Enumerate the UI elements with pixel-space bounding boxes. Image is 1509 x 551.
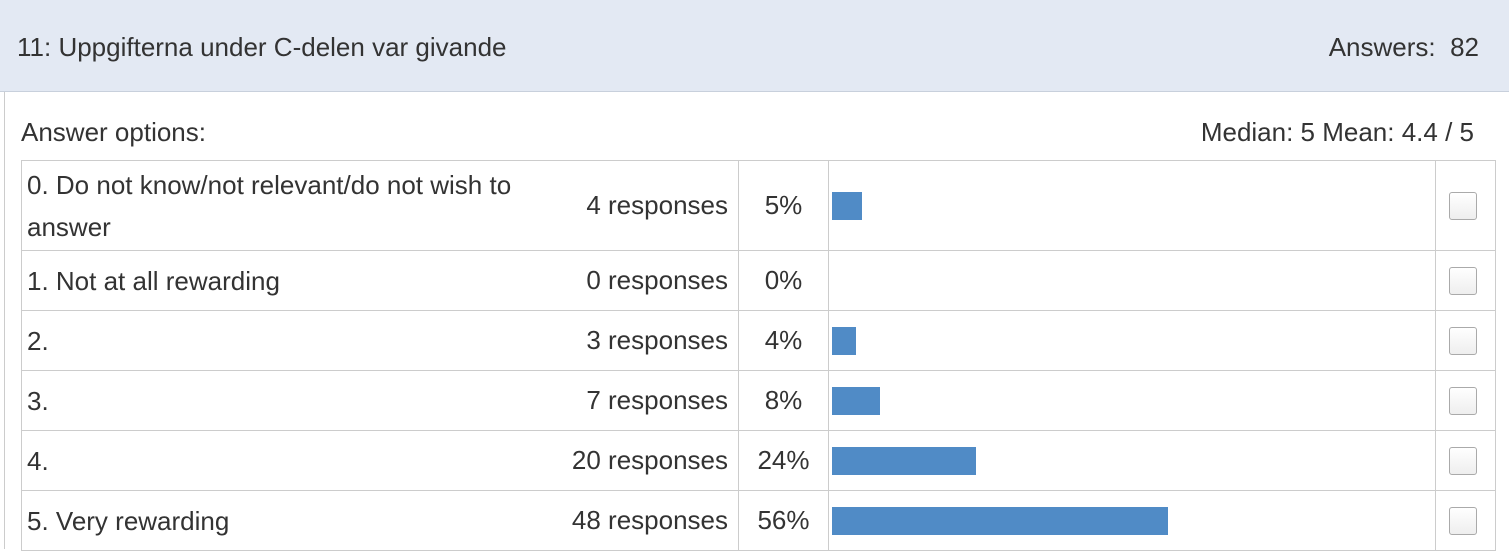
option-wrap: 2. 3 responses [22,320,738,362]
option-cell: 2. 3 responses [21,310,739,371]
option-label: 0. Do not know/not relevant/do not wish … [27,169,512,242]
checkbox-cell [1435,430,1496,491]
response-count: 0 responses [586,265,728,295]
checkbox[interactable] [1449,191,1477,220]
percent: 4% [764,325,803,355]
bar [832,191,862,220]
percent: 5% [764,190,803,220]
checkbox[interactable] [1449,386,1477,415]
percent-cell: 0% [738,250,829,311]
checkbox-cell [1435,160,1496,251]
answers-label: Answers: [1328,32,1436,62]
option-wrap: 1. Not at all rewarding 0 responses [22,260,738,302]
options-label: Answer options: [21,117,206,147]
option-label: 3. [27,385,49,416]
question-header: 11: Uppgifterna under C-delen var givand… [0,0,1509,92]
percent: 24% [757,445,810,475]
bar [832,326,856,355]
option-label: 4. [27,445,49,476]
results-table: 0. Do not know/not relevant/do not wish … [21,160,1496,551]
result-row: 1. Not at all rewarding 0 responses 0% [21,250,1496,311]
bar-cell [828,160,1436,251]
checkbox-cell [1435,310,1496,371]
bar-cell [828,310,1436,371]
checkbox[interactable] [1449,506,1477,535]
percent-cell: 24% [738,430,829,491]
percent: 56% [757,505,810,535]
result-row: 0. Do not know/not relevant/do not wish … [21,160,1496,251]
checkbox[interactable] [1449,266,1477,295]
answers-count: 82 [1450,32,1479,62]
option-cell: 3. 7 responses [21,370,739,431]
result-row: 2. 3 responses 4% [21,310,1496,371]
response-count: 7 responses [586,385,728,415]
checkbox-cell [1435,250,1496,311]
option-label: 2. [27,325,49,356]
bar-cell [828,250,1436,311]
checkbox-cell [1435,370,1496,431]
option-wrap: 0. Do not know/not relevant/do not wish … [22,164,738,248]
option-cell: 5. Very rewarding 48 responses [21,490,739,551]
question-title: 11: Uppgifterna under C-delen var givand… [17,32,507,62]
result-row: 4. 20 responses 24% [21,430,1496,491]
result-row: 3. 7 responses 8% [21,370,1496,431]
response-count: 4 responses [586,190,728,220]
percent: 0% [764,265,803,295]
percent-cell: 8% [738,370,829,431]
option-label: 1. Not at all rewarding [27,265,280,296]
result-row: 5. Very rewarding 48 responses 56% [21,490,1496,551]
option-cell: 4. 20 responses [21,430,739,491]
results-panel [4,92,1509,549]
option-wrap: 3. 7 responses [22,380,738,422]
bar-cell [828,370,1436,431]
percent-cell: 5% [738,160,829,251]
option-label: 5. Very rewarding [27,505,230,536]
checkbox[interactable] [1449,326,1477,355]
response-count: 3 responses [586,325,728,355]
bar [832,446,976,475]
checkbox-cell [1435,490,1496,551]
option-cell: 0. Do not know/not relevant/do not wish … [21,160,739,251]
checkbox[interactable] [1449,446,1477,475]
percent: 8% [764,385,803,415]
option-cell: 1. Not at all rewarding 0 responses [21,250,739,311]
answers-total: Answers: 82 [1329,32,1479,63]
stats: Median: 5 Mean: 4.4 / 5 [1200,117,1474,147]
response-count: 48 responses [571,505,728,535]
bar [832,506,1168,535]
percent-cell: 56% [738,490,829,551]
response-count: 20 responses [571,445,728,475]
bar [832,386,880,415]
option-wrap: 5. Very rewarding 48 responses [22,500,738,542]
percent-cell: 4% [738,310,829,371]
bar-cell [828,490,1436,551]
bar-cell [828,430,1436,491]
option-wrap: 4. 20 responses [22,440,738,482]
